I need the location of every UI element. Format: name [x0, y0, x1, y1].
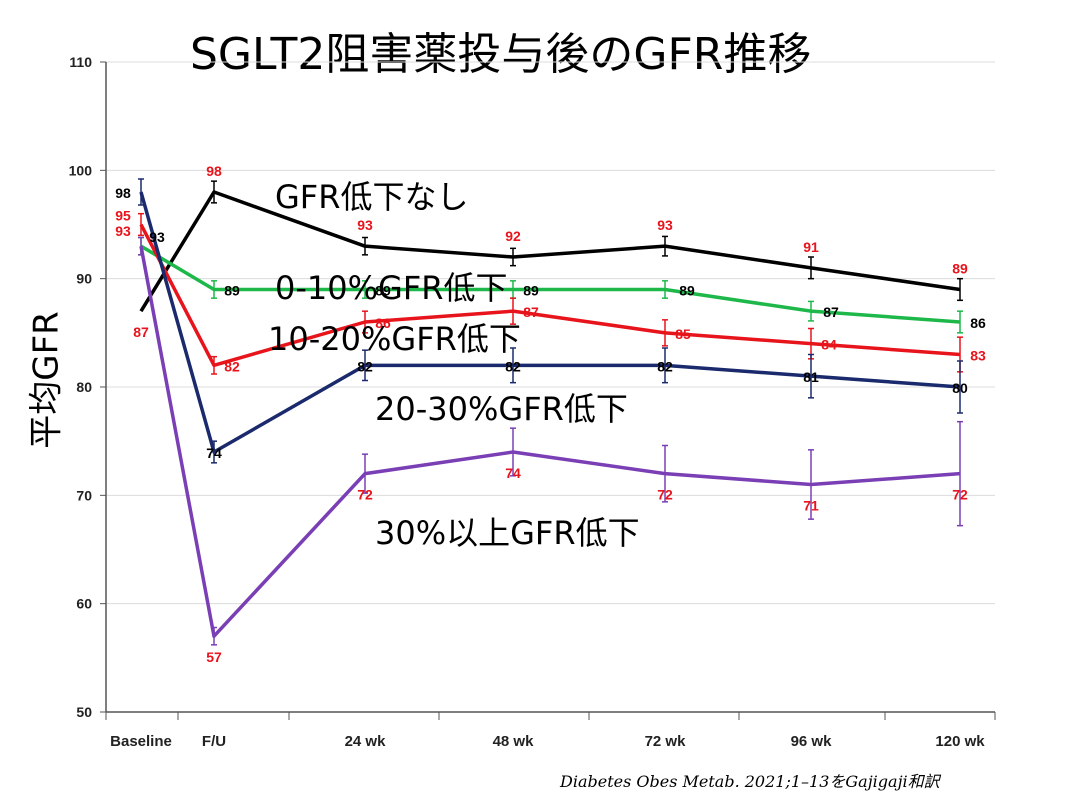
data-label: 82	[357, 358, 373, 374]
data-label: 82	[657, 358, 673, 374]
chart-title: SGLT2阻害薬投与後のGFR推移	[190, 29, 812, 80]
data-label: 93	[149, 229, 165, 245]
series-label-no-decline: GFR低下なし	[275, 178, 469, 216]
data-label: 89	[523, 283, 539, 299]
x-tick-label: F/U	[202, 733, 226, 750]
data-label: 87	[133, 324, 149, 340]
series-label-20-30: 20-30%GFR低下	[375, 390, 628, 428]
x-tick-label: 120 wk	[935, 733, 985, 750]
data-label: 72	[657, 487, 673, 503]
data-label: 86	[375, 315, 391, 331]
data-label: 83	[970, 348, 986, 364]
series-label-10-20: 10-20%GFR低下	[268, 320, 521, 358]
data-label: 71	[803, 498, 819, 514]
series-label-30-plus: 30%以上GFR低下	[375, 514, 640, 552]
series-line	[139, 223, 961, 368]
x-tick-label: 24 wk	[345, 733, 387, 750]
x-tick-label: Baseline	[110, 733, 172, 750]
data-label: 91	[803, 239, 819, 255]
series-line	[139, 245, 961, 638]
y-tick-label: 100	[69, 162, 93, 178]
data-label: 84	[821, 337, 837, 353]
data-label: 98	[115, 185, 131, 201]
data-label: 89	[679, 283, 695, 299]
x-tick-label: 96 wk	[791, 733, 833, 750]
data-label: 86	[970, 315, 986, 331]
x-tick-label: 72 wk	[645, 733, 687, 750]
data-label: 93	[657, 217, 673, 233]
data-label: 72	[357, 487, 373, 503]
data-label: 89	[952, 261, 968, 277]
data-label: 72	[952, 487, 968, 503]
data-label: 74	[505, 465, 521, 481]
y-tick-label: 70	[76, 487, 92, 503]
data-label: 57	[206, 649, 222, 665]
y-tick-label: 110	[69, 54, 92, 70]
data-label: 89	[224, 283, 240, 299]
y-tick-label: 90	[76, 271, 92, 287]
data-label: 74	[206, 445, 222, 461]
data-label: 92	[505, 228, 521, 244]
series-line	[139, 190, 961, 313]
y-tick-label: 80	[76, 379, 92, 395]
y-tick-label: 50	[76, 704, 92, 720]
citation: Diabetes Obes Metab. 2021;1–13をGajigaji和…	[560, 772, 940, 791]
series-line	[139, 191, 961, 454]
data-label: 98	[206, 163, 222, 179]
y-tick-label: 60	[76, 596, 92, 612]
data-label: 87	[823, 304, 839, 320]
data-label: 87	[523, 304, 539, 320]
data-label: 80	[952, 380, 968, 396]
data-label: 82	[505, 358, 521, 374]
data-label: 85	[675, 326, 691, 342]
data-label: 81	[803, 369, 819, 385]
data-label: 82	[224, 358, 240, 374]
data-label: 95	[115, 208, 131, 224]
series-label-0-10: 0-10%GFR低下	[275, 269, 508, 307]
data-label: 93	[357, 217, 373, 233]
series-line	[140, 244, 961, 324]
data-label: 93	[115, 223, 131, 239]
data-label: 89	[375, 283, 391, 299]
x-tick-label: 48 wk	[493, 733, 535, 750]
